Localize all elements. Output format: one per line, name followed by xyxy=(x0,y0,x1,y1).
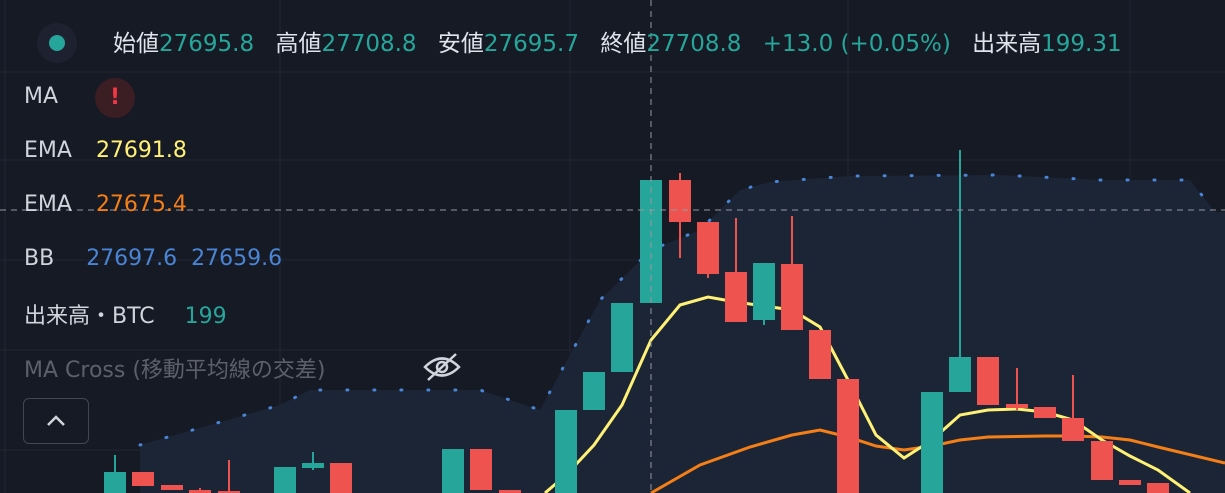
candle-body xyxy=(640,180,662,303)
candle-body xyxy=(949,357,971,392)
candle-body xyxy=(669,180,691,222)
volume-label: 出来高 xyxy=(972,31,1042,57)
close-label: 終値 xyxy=(600,31,647,57)
candle-body xyxy=(104,472,126,493)
close-value: 27708.8 xyxy=(646,31,742,57)
candle-body xyxy=(442,449,464,493)
candle-body xyxy=(470,449,492,490)
candle-body xyxy=(132,472,154,486)
candle-body xyxy=(753,263,775,320)
candles xyxy=(104,150,1169,493)
candle-body xyxy=(921,392,943,493)
candle-body xyxy=(1034,407,1056,418)
indicator-name: 出来高・BTC xyxy=(24,304,155,329)
candle-body xyxy=(499,490,521,493)
open-label: 始値 xyxy=(113,31,159,57)
candle-body xyxy=(1119,480,1141,485)
indicator-ma[interactable]: MA xyxy=(24,84,58,109)
indicator-value: 199 xyxy=(184,304,227,329)
bollinger-band-fill xyxy=(140,175,1225,493)
candle-body xyxy=(1006,404,1028,408)
candle-body xyxy=(611,303,633,372)
candle-body xyxy=(725,272,747,322)
candle-body xyxy=(583,372,605,410)
low-value: 27695.7 xyxy=(483,31,579,57)
candle-body xyxy=(837,379,859,493)
candle-body xyxy=(274,467,296,493)
candle-body xyxy=(809,330,831,379)
candle-body xyxy=(1062,418,1084,441)
indicator-name: EMA xyxy=(24,138,72,163)
indicator-bb[interactable]: BB 27697.6 27659.6 xyxy=(24,246,282,271)
indicator-name: EMA xyxy=(24,192,72,217)
candle-body xyxy=(302,463,324,468)
change-value: +13.0 (+0.05%) xyxy=(762,31,951,57)
indicator-value: 27691.8 xyxy=(95,138,187,163)
candle-body xyxy=(977,357,999,405)
indicator-name: MA xyxy=(24,84,59,109)
indicator-value: 27675.4 xyxy=(95,192,187,217)
candle-body xyxy=(161,485,183,490)
candle-body xyxy=(1147,483,1169,493)
indicator-ema-slow[interactable]: EMA 27675.4 xyxy=(24,192,187,217)
ohlc-bar: 始値27695.8 高値27708.8 安値27695.7 終値27708.8 … xyxy=(113,24,1136,58)
indicator-name: MA Cross (移動平均線の交差) xyxy=(24,358,326,383)
collapse-button[interactable] xyxy=(23,398,89,444)
indicator-ma-cross[interactable]: MA Cross (移動平均線の交差) xyxy=(24,352,326,384)
low-label: 安値 xyxy=(437,31,484,57)
high-label: 高値 xyxy=(275,31,322,57)
candle-body xyxy=(189,490,211,493)
candle-body xyxy=(1091,441,1113,480)
indicator-value: 27697.6 xyxy=(86,246,178,271)
status-indicator xyxy=(37,23,77,63)
indicator-value: 27659.6 xyxy=(191,246,283,271)
indicator-ema-fast[interactable]: EMA 27691.8 xyxy=(24,138,187,163)
candle-body xyxy=(330,463,352,493)
candle-body xyxy=(781,264,803,330)
volume-value: 199.31 xyxy=(1041,31,1122,57)
indicator-name: BB xyxy=(24,246,55,271)
hide-icon[interactable] xyxy=(423,353,461,381)
candle-body xyxy=(697,222,719,274)
candle-body xyxy=(218,491,240,493)
warning-icon[interactable]: ! xyxy=(95,78,135,118)
high-value: 27708.8 xyxy=(321,31,417,57)
indicator-volume[interactable]: 出来高・BTC 199 xyxy=(24,298,227,330)
open-value: 27695.8 xyxy=(159,31,255,57)
candle-body xyxy=(555,410,577,493)
chevron-up-icon xyxy=(47,415,65,426)
